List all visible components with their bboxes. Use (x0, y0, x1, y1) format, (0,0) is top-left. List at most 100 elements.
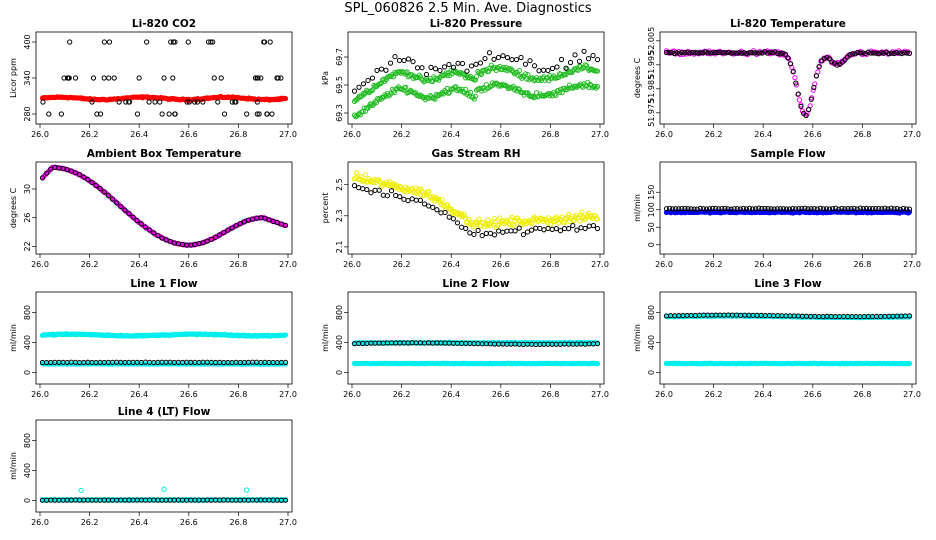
plot-area (663, 48, 913, 119)
data-point (875, 51, 882, 57)
data-point (437, 67, 443, 74)
data-point (476, 216, 482, 222)
y-axis-label: ml/min (9, 324, 18, 352)
data-point (471, 231, 477, 238)
data-point (702, 49, 708, 55)
data-point (432, 66, 439, 72)
data-point (261, 39, 268, 45)
data-point (483, 230, 489, 237)
data-point (741, 50, 747, 56)
data-point (81, 174, 87, 180)
data-point (728, 50, 734, 56)
data-point (369, 75, 376, 81)
data-point (237, 221, 243, 227)
data-point (782, 51, 789, 57)
data-point (410, 58, 416, 65)
data-point (663, 49, 670, 56)
data-point (392, 53, 398, 60)
data-point (423, 71, 430, 78)
data-point (282, 222, 289, 228)
data-point (258, 75, 264, 81)
data-point (694, 50, 701, 56)
data-point (166, 111, 172, 117)
data-point (109, 196, 116, 202)
data-point (516, 68, 522, 74)
plot-area (39, 331, 289, 367)
data-point (906, 50, 913, 56)
data-point (111, 75, 117, 81)
series-line-3-low (663, 360, 913, 367)
data-point (842, 57, 848, 63)
series-ambient-temperature (39, 164, 289, 248)
data-point (436, 77, 442, 83)
data-point (106, 39, 113, 45)
plot-area (351, 339, 601, 367)
data-point (670, 206, 676, 212)
data-point (413, 197, 419, 203)
plot-frame (35, 161, 293, 255)
data-point (808, 206, 814, 212)
data-point (157, 99, 163, 105)
plot-area (663, 312, 913, 367)
data-point (380, 192, 386, 198)
data-point (364, 186, 370, 193)
data-point (901, 50, 907, 56)
data-point (768, 206, 774, 212)
data-point (886, 50, 892, 57)
data-point (39, 175, 46, 181)
x-tick-label: 26.2 (81, 518, 99, 527)
data-point (356, 84, 362, 90)
data-point (545, 225, 551, 232)
data-point (512, 228, 518, 234)
data-point (744, 50, 750, 57)
data-point (666, 49, 672, 55)
data-point (590, 52, 596, 59)
data-point (244, 111, 250, 117)
data-point (282, 359, 289, 365)
data-point (857, 50, 863, 56)
data-point (89, 179, 95, 185)
y-axis-label: ml/min (321, 324, 330, 352)
x-tick-label: 26.0 (655, 130, 673, 139)
data-point (378, 66, 385, 72)
data-point (159, 111, 165, 117)
data-point (775, 50, 781, 57)
x-tick-label: 27.0 (903, 390, 921, 399)
data-point (860, 50, 866, 56)
data-point (888, 50, 895, 56)
data-point (278, 75, 284, 81)
data-point (743, 206, 750, 212)
series-line-4-spikes (78, 486, 250, 493)
data-point (101, 75, 107, 81)
data-point (567, 59, 574, 66)
plot-frame (347, 31, 605, 125)
chart-panel-6: Line 1 Flow 26.0 26.2 26.4 26.6 26.8 27.0 0 400 8… (9, 278, 297, 399)
data-point (896, 50, 902, 56)
data-point (520, 90, 526, 96)
data-point (155, 232, 161, 239)
x-tick-label: 26.2 (393, 260, 411, 269)
x-tick-label: 26.8 (853, 260, 871, 269)
data-point (416, 186, 422, 192)
data-point (870, 50, 876, 56)
y-tick-label: 280 (23, 106, 32, 121)
x-tick-label: 26.4 (130, 518, 148, 527)
data-point (753, 206, 759, 212)
y-tick-label: 69.7 (335, 48, 344, 66)
data-point (64, 75, 71, 81)
data-point (891, 206, 897, 212)
data-point (275, 75, 281, 81)
data-point (694, 206, 700, 212)
data-point (184, 99, 190, 105)
data-point (101, 39, 108, 45)
panel-title: Li-820 CO2 (132, 18, 196, 30)
data-point (594, 341, 601, 347)
data-point (418, 186, 424, 192)
data-point (740, 205, 746, 212)
data-point (829, 59, 835, 65)
x-tick-label: 26.0 (655, 260, 673, 269)
series-ambient-reference (39, 164, 289, 248)
data-point (594, 83, 601, 90)
data-point (865, 49, 871, 55)
data-point (706, 206, 713, 212)
